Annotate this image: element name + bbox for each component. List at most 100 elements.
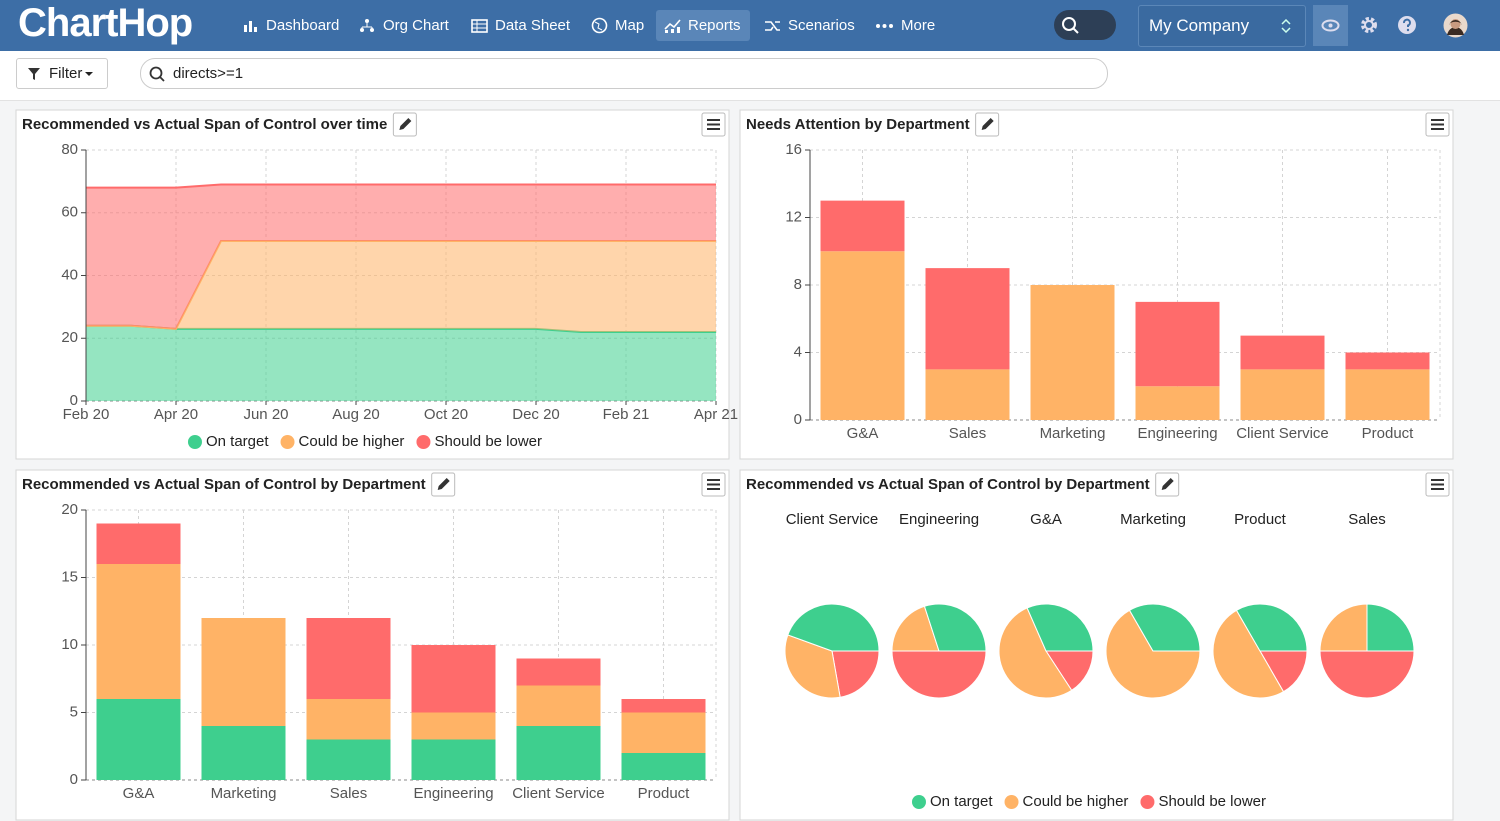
x-tick-label: Dec 20 bbox=[512, 406, 560, 423]
x-tick-label: Product bbox=[1362, 425, 1415, 442]
pie-title: Client Service bbox=[786, 511, 879, 528]
legend-label: Should be lower bbox=[434, 433, 542, 450]
bar bbox=[202, 726, 286, 780]
y-tick-label: 10 bbox=[61, 636, 78, 653]
view-button[interactable] bbox=[1313, 5, 1348, 46]
x-tick-label: Engineering bbox=[1137, 425, 1217, 442]
chart-title: Needs Attention by Department bbox=[746, 116, 970, 133]
bar bbox=[1031, 285, 1115, 420]
search-query: directs>=1 bbox=[173, 59, 243, 88]
bar bbox=[412, 645, 496, 713]
bar bbox=[1346, 369, 1430, 420]
bar bbox=[821, 201, 905, 252]
bar bbox=[1241, 336, 1325, 370]
x-tick-label: Apr 21 bbox=[694, 406, 738, 423]
avatar[interactable] bbox=[1443, 13, 1468, 38]
menu-button[interactable] bbox=[1426, 113, 1449, 136]
y-tick-label: 15 bbox=[61, 568, 78, 585]
legend-label: Should be lower bbox=[1158, 793, 1266, 810]
search-box[interactable]: directs>=1 bbox=[140, 58, 1108, 89]
y-tick-label: 0 bbox=[794, 411, 802, 428]
x-tick-label: G&A bbox=[123, 785, 155, 802]
y-tick-label: 0 bbox=[70, 771, 78, 788]
bar bbox=[821, 251, 905, 420]
x-tick-label: Marketing bbox=[211, 785, 277, 802]
area bbox=[86, 326, 716, 401]
x-tick-label: Oct 20 bbox=[424, 406, 468, 423]
nav-item[interactable]: Org Chart bbox=[351, 10, 458, 41]
legend-marker bbox=[912, 795, 926, 809]
header: ChartHop Dashboard Org Chart Data Sheet … bbox=[0, 0, 1500, 51]
pie-title: Engineering bbox=[899, 511, 979, 528]
x-tick-label: Feb 21 bbox=[603, 406, 650, 423]
logo[interactable]: ChartHop bbox=[18, 1, 192, 46]
x-tick-label: Apr 20 bbox=[154, 406, 198, 423]
chart-title: Recommended vs Actual Span of Control by… bbox=[746, 476, 1150, 493]
y-tick-label: 40 bbox=[61, 266, 78, 283]
x-tick-label: Engineering bbox=[413, 785, 493, 802]
nav-label: Dashboard bbox=[266, 10, 339, 41]
bar bbox=[1136, 386, 1220, 420]
x-tick-label: Client Service bbox=[1236, 425, 1329, 442]
legend-label: On target bbox=[930, 793, 993, 810]
legend: On target Could be higher Should be lower bbox=[188, 433, 542, 450]
x-tick-label: Sales bbox=[330, 785, 368, 802]
edit-button[interactable] bbox=[1156, 473, 1179, 496]
x-tick-label: Product bbox=[638, 785, 691, 802]
nav-label: Org Chart bbox=[383, 10, 449, 41]
nav-label: Reports bbox=[688, 10, 741, 41]
legend-marker bbox=[281, 435, 295, 449]
nav-item[interactable]: More bbox=[867, 10, 944, 41]
bar bbox=[97, 524, 181, 565]
y-tick-label: 80 bbox=[61, 141, 78, 158]
nav-label: Map bbox=[615, 10, 644, 41]
bar bbox=[412, 740, 496, 781]
company-name: My Company bbox=[1149, 16, 1249, 35]
legend-label: Could be higher bbox=[1023, 793, 1129, 810]
legend-label: On target bbox=[206, 433, 269, 450]
legend-marker bbox=[1005, 795, 1019, 809]
nav-item[interactable]: Dashboard bbox=[235, 10, 348, 41]
bar bbox=[517, 686, 601, 727]
menu-button[interactable] bbox=[702, 473, 725, 496]
y-tick-label: 16 bbox=[785, 141, 802, 158]
y-tick-label: 12 bbox=[785, 208, 802, 225]
search-toggle[interactable] bbox=[1054, 10, 1116, 40]
bar bbox=[307, 618, 391, 699]
x-tick-label: Aug 20 bbox=[332, 406, 380, 423]
pie-title: Marketing bbox=[1120, 511, 1186, 528]
help-icon[interactable] bbox=[1397, 15, 1417, 35]
chart-title: Recommended vs Actual Span of Control ov… bbox=[22, 116, 387, 133]
nav-item[interactable]: Map bbox=[583, 10, 653, 41]
bar bbox=[926, 268, 1010, 369]
x-tick-label: Client Service bbox=[512, 785, 605, 802]
y-tick-label: 4 bbox=[794, 343, 802, 360]
settings-icon[interactable] bbox=[1359, 15, 1379, 35]
bar bbox=[1346, 353, 1430, 370]
bar bbox=[622, 753, 706, 780]
x-tick-label: Marketing bbox=[1040, 425, 1106, 442]
y-tick-label: 20 bbox=[61, 501, 78, 518]
nav-item[interactable]: Reports bbox=[656, 10, 750, 41]
bar bbox=[622, 699, 706, 713]
edit-button[interactable] bbox=[976, 113, 999, 136]
bar bbox=[97, 564, 181, 699]
legend-marker bbox=[188, 435, 202, 449]
bar bbox=[1241, 369, 1325, 420]
menu-button[interactable] bbox=[702, 113, 725, 136]
nav-item[interactable]: Data Sheet bbox=[463, 10, 579, 41]
nav-item[interactable]: Scenarios bbox=[756, 10, 864, 41]
bar bbox=[517, 659, 601, 686]
filter-button[interactable]: Filter bbox=[16, 58, 108, 89]
bar bbox=[412, 713, 496, 740]
edit-button[interactable] bbox=[393, 113, 416, 136]
company-select[interactable]: My Company bbox=[1138, 5, 1306, 47]
legend-label: Could be higher bbox=[299, 433, 405, 450]
edit-button[interactable] bbox=[432, 473, 455, 496]
bar bbox=[517, 726, 601, 780]
y-tick-label: 8 bbox=[794, 276, 802, 293]
menu-button[interactable] bbox=[1426, 473, 1449, 496]
y-tick-label: 60 bbox=[61, 204, 78, 221]
filter-label: Filter bbox=[49, 59, 82, 88]
